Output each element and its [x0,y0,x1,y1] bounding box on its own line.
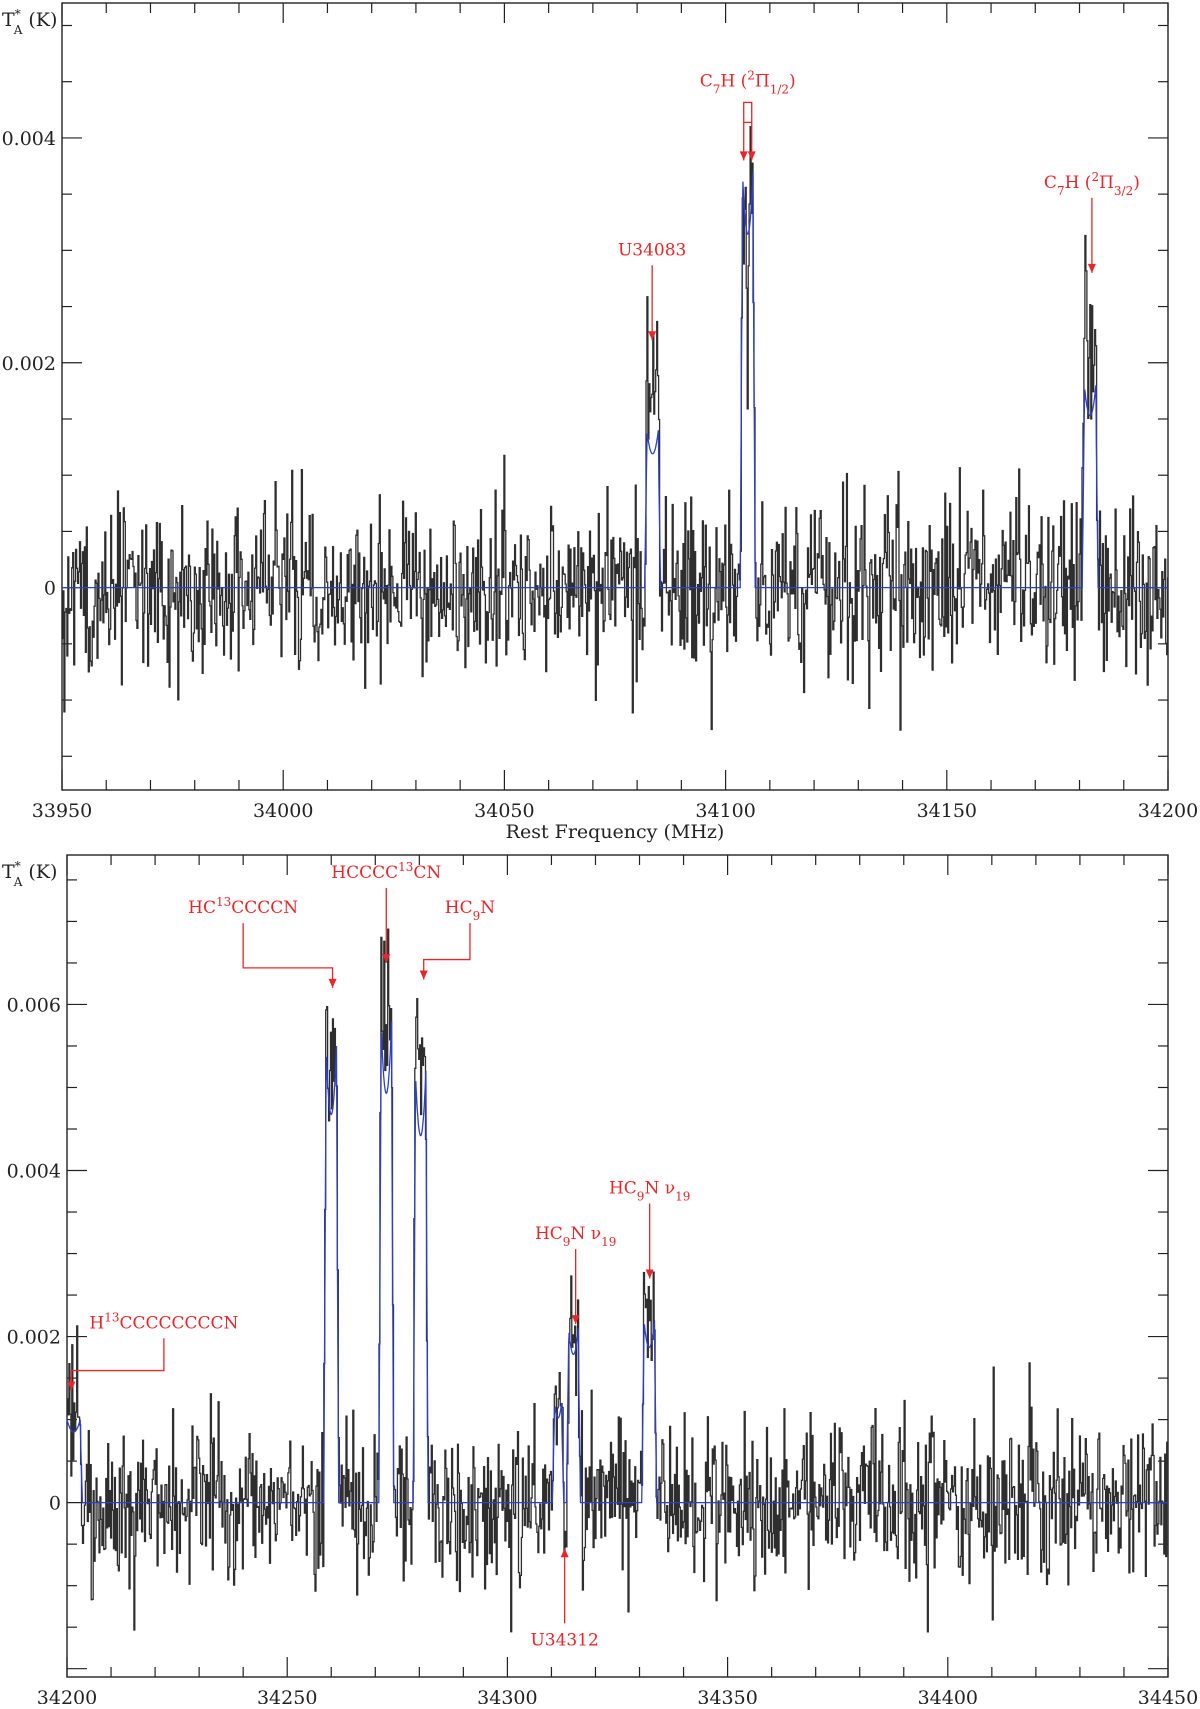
x-tick-label: 34150 [917,800,977,822]
annotation-label: C7H (2Π1/2) [700,68,796,96]
arrow-line [242,923,334,988]
annotation-label: C7H (2Π3/2) [1044,170,1140,198]
line-annotation: HCCCC13CN [331,860,441,963]
line-annotation: HC9N ν19 [609,1178,690,1279]
line-annotation: HC13CCCCN [188,895,337,988]
annotation-label: HC13CCCCN [188,895,298,918]
y-axis-title: T* A (K) [2,859,57,889]
arrow-head [739,151,748,161]
y-tick-label: 0.002 [7,1327,61,1349]
plot-frame [66,854,1169,1678]
arrow-head [560,1548,569,1558]
annotation-label: HCCCC13CN [331,860,441,883]
annotation-label: HC9N [445,898,495,923]
line-annotation: HC9N ν19 [535,1224,616,1325]
y-tick-label: 0.004 [7,1161,61,1183]
x-tick-label: 34450 [1138,1687,1198,1704]
annotation-label: HC9N ν19 [535,1224,616,1249]
model-spectrum [62,171,1168,589]
x-tick-label: 34200 [37,1687,97,1704]
x-tick-label: 34000 [253,800,313,822]
line-annotation: C7H (2Π1/2) [700,68,796,161]
y-tick-label: 0.006 [7,994,61,1016]
arrow-head [747,151,756,161]
annotation-label: H13CCCCCCCCN [89,1310,238,1333]
arrow-head [1087,263,1096,273]
plot-frame [61,2,1169,791]
arrow-head [67,1381,76,1391]
bracket [743,101,753,124]
arrow-head [382,953,391,963]
y-tick-label: 0.004 [2,128,56,150]
observed-spectrum [62,125,1169,731]
line-annotation: HC9N [419,898,495,980]
x-tick-label: 34350 [697,1687,757,1704]
line-annotation: C7H (2Π3/2) [1044,170,1140,273]
y-axis-title: T* A (K) [2,7,57,37]
x-tick-label: 34100 [695,800,755,822]
spectrum-panel-1: 33950 34000 34050 34100 34150 34200 0.004 0.002… [2,2,1198,843]
y-tick-label: 0 [49,1493,61,1515]
x-tick-label: 33950 [32,800,92,822]
y-tick-label: 0 [44,578,56,600]
y-tick-label: 0.002 [2,353,56,375]
observed-spectrum [67,928,1169,1633]
arrow-head [571,1315,580,1325]
x-tick-label: 34400 [918,1687,978,1704]
line-annotation: H13CCCCCCCCN [67,1310,239,1391]
annotation-label: HC9N ν19 [609,1178,690,1203]
x-tick-label: 34050 [474,800,534,822]
model-spectrum [66,1021,1168,1504]
arrow-head [419,970,428,980]
arrow-head [645,1269,654,1279]
x-tick-label: 34200 [1138,800,1198,822]
arrow-line [423,923,471,980]
arrow-head [648,331,657,341]
spectrum-panel-2: 34200 34250 34300 34350 34400 34450 0.006 0.004… [2,854,1198,1709]
x-tick-label: 34250 [257,1687,317,1704]
line-annotation: U34083 [618,240,686,341]
line-annotation: U34312 [530,1548,599,1650]
arrow-head [328,978,337,988]
annotation-label: U34083 [618,240,686,260]
x-axis-title: Rest Frequency (MHz) [506,821,725,843]
annotation-label: U34312 [530,1630,598,1650]
x-tick-label: 34300 [477,1687,537,1704]
arrow-line [70,1338,165,1391]
